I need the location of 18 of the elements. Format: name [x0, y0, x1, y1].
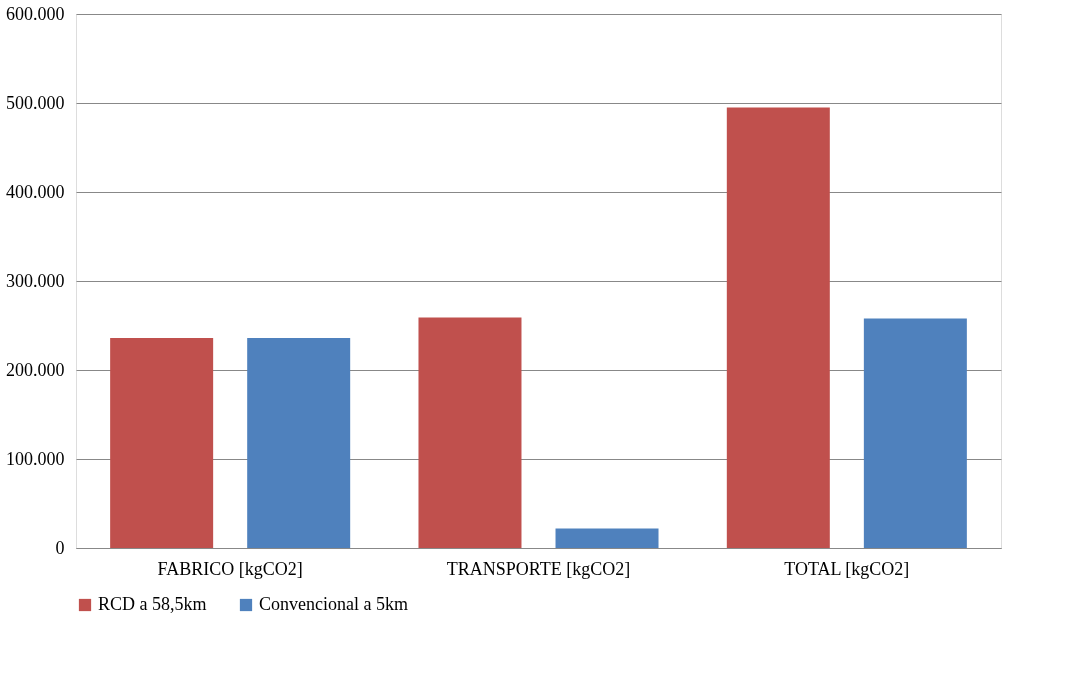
bar	[247, 337, 351, 548]
bar	[555, 528, 659, 548]
x-tick-label: TOTAL [kgCO2]	[784, 558, 910, 579]
y-tick-label: 0	[55, 537, 65, 558]
bar	[726, 107, 830, 548]
y-tick-label: 500.000	[6, 92, 65, 113]
bar	[863, 318, 967, 548]
bar	[418, 317, 522, 548]
legend-label: Convencional a 5km	[259, 594, 408, 614]
y-tick-label: 200.000	[6, 359, 65, 380]
legend-label: RCD a 58,5km	[98, 594, 207, 614]
bar	[110, 337, 214, 548]
y-tick-label: 300.000	[6, 270, 65, 291]
y-tick-label: 100.000	[6, 448, 65, 469]
x-tick-label: FABRICO [kgCO2]	[157, 558, 303, 579]
x-tick-label: TRANSPORTE [kgCO2]	[446, 558, 631, 579]
y-tick-label: 600.000	[6, 3, 65, 24]
y-tick-label: 400.000	[6, 181, 65, 202]
